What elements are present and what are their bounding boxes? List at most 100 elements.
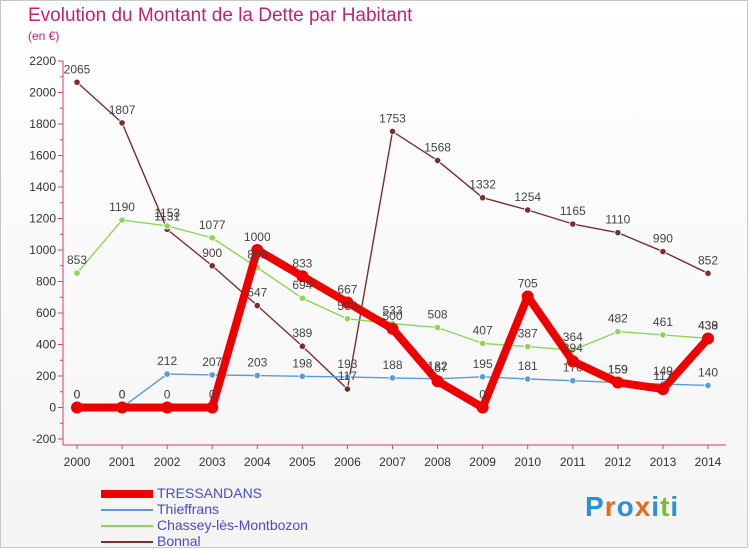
data-point xyxy=(614,327,622,336)
y-tick-label: 1600 xyxy=(29,149,56,163)
data-label: 0 xyxy=(119,388,126,402)
data-point xyxy=(71,401,83,414)
x-tick-label: 2013 xyxy=(650,455,677,469)
y-tick-label: 400 xyxy=(36,338,56,352)
data-label: 990 xyxy=(653,232,673,246)
data-label: 170 xyxy=(563,361,583,375)
data-point xyxy=(521,290,534,303)
data-label: 461 xyxy=(653,315,673,329)
data-label: 533 xyxy=(382,304,402,318)
x-tick-label: 2007 xyxy=(379,455,406,469)
data-point xyxy=(73,78,81,86)
data-label: 389 xyxy=(292,326,312,340)
data-label: 1000 xyxy=(244,230,271,244)
data-label: 563 xyxy=(337,299,357,313)
data-point xyxy=(431,375,444,388)
data-label: 1153 xyxy=(154,206,180,220)
logo-letter: t xyxy=(660,491,671,522)
data-label: 407 xyxy=(473,323,493,337)
legend-label: Thieffrans xyxy=(157,501,219,517)
data-point xyxy=(386,322,399,335)
data-point xyxy=(433,156,442,165)
data-point xyxy=(118,119,126,127)
data-label: 1190 xyxy=(109,200,135,214)
data-label: 705 xyxy=(518,276,538,290)
data-point xyxy=(479,339,487,347)
data-label: 508 xyxy=(428,307,448,321)
data-label: 182 xyxy=(428,359,448,373)
data-label: 188 xyxy=(382,358,402,372)
data-point xyxy=(341,296,354,309)
data-label: 694 xyxy=(292,278,312,292)
data-label: 203 xyxy=(247,356,267,370)
y-tick-label: 1000 xyxy=(29,243,56,257)
data-label: 387 xyxy=(518,327,538,341)
data-label: 482 xyxy=(608,312,628,326)
data-label: 1807 xyxy=(109,103,136,117)
data-point xyxy=(476,401,489,414)
chart-subtitle: (en €) xyxy=(28,29,60,43)
legend-swatch xyxy=(101,541,153,543)
data-label: 140 xyxy=(698,365,718,379)
data-label: 117 xyxy=(338,369,357,383)
data-label: 852 xyxy=(698,253,718,267)
data-label: 0 xyxy=(74,388,81,402)
data-point xyxy=(208,234,216,242)
data-point xyxy=(253,301,261,310)
data-label: 1165 xyxy=(560,204,586,218)
legend-swatch xyxy=(101,525,153,527)
data-label: 0 xyxy=(164,388,171,402)
data-label: 900 xyxy=(202,246,222,260)
x-tick-label: 2012 xyxy=(605,455,632,469)
x-tick-label: 2003 xyxy=(199,455,226,469)
data-label: 1077 xyxy=(199,218,226,232)
legend-label: Bonnal xyxy=(157,533,201,549)
data-point xyxy=(208,262,216,270)
data-label: 0 xyxy=(209,388,216,402)
data-point xyxy=(524,375,532,383)
data-label: 1332 xyxy=(469,178,496,192)
y-tick-label: 2200 xyxy=(29,54,56,68)
data-label: 181 xyxy=(518,359,538,373)
line-chart: -200020040060080010001200140016001800200… xyxy=(29,54,726,469)
data-label: 198 xyxy=(292,356,312,370)
y-tick-label: 1200 xyxy=(29,212,56,226)
x-tick-label: 2009 xyxy=(469,455,496,469)
data-point xyxy=(163,222,171,230)
legend-label: TRESSANDANS xyxy=(157,485,263,501)
data-point xyxy=(388,374,397,382)
x-tick-label: 2014 xyxy=(695,455,722,469)
x-tick-label: 2002 xyxy=(154,455,181,469)
x-tick-label: 2001 xyxy=(109,455,136,469)
data-label: 294 xyxy=(563,341,583,355)
legend-swatch xyxy=(101,490,153,498)
y-tick-label: 1800 xyxy=(29,117,56,131)
data-point xyxy=(479,373,487,381)
data-point xyxy=(704,269,712,277)
data-label: 167 xyxy=(428,361,448,375)
data-point xyxy=(118,216,126,224)
logo-letter: i xyxy=(651,491,661,522)
data-point xyxy=(388,127,397,136)
data-label: 0 xyxy=(74,388,81,402)
data-point xyxy=(161,401,174,414)
y-tick-label: -200 xyxy=(32,432,56,446)
data-point xyxy=(704,381,712,390)
data-label: 149 xyxy=(653,364,673,378)
data-label: 193 xyxy=(337,357,357,371)
x-tick-label: 2011 xyxy=(560,455,586,469)
y-tick-label: 0 xyxy=(49,401,56,415)
data-point xyxy=(343,373,352,381)
data-point xyxy=(296,270,309,283)
y-tick-label: 1400 xyxy=(29,180,56,194)
logo-letter: x xyxy=(634,491,652,522)
data-label: 159 xyxy=(608,362,628,376)
data-point xyxy=(524,206,532,214)
data-point xyxy=(343,385,352,393)
data-point xyxy=(614,229,622,237)
data-label: 117 xyxy=(653,369,672,383)
logo-letter: o xyxy=(616,491,635,522)
logo-letter: P xyxy=(585,491,605,522)
data-point xyxy=(569,220,577,228)
data-label: 0 xyxy=(479,388,486,402)
